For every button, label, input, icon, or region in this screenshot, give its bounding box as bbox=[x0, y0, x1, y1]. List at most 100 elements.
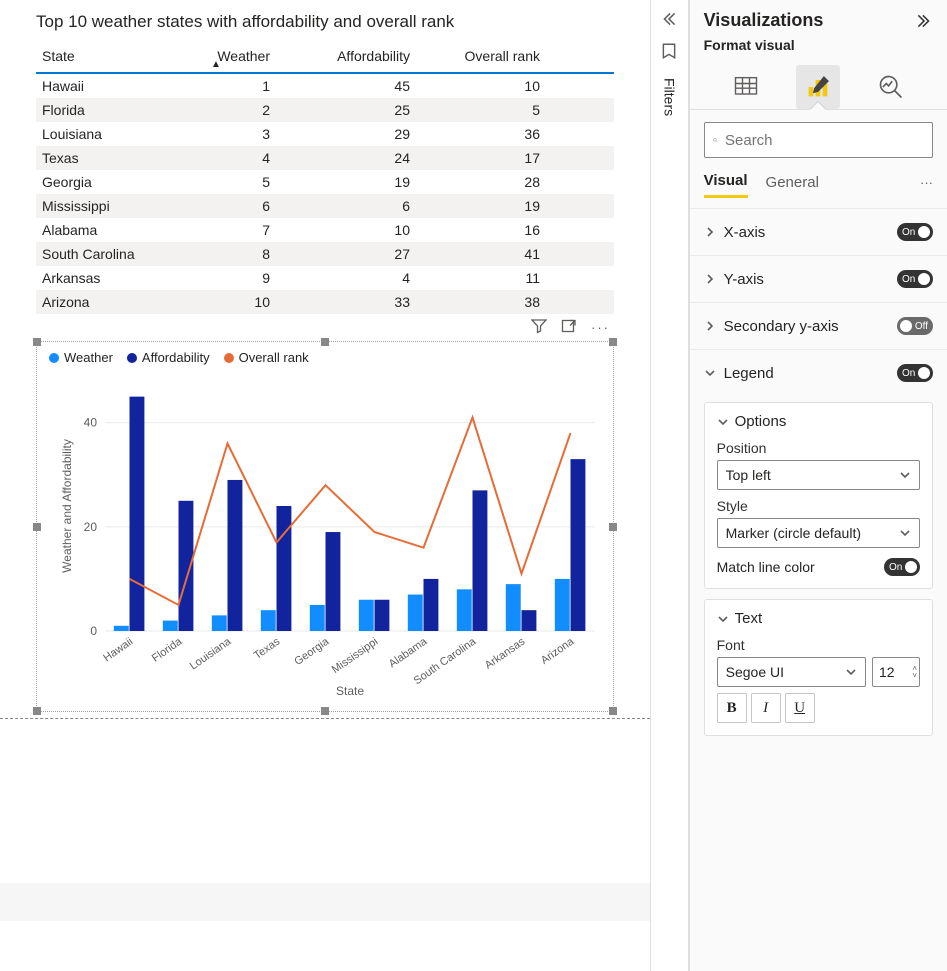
legend-swatch bbox=[224, 353, 234, 363]
svg-text:0: 0 bbox=[90, 624, 97, 638]
filters-pane-collapsed[interactable]: Filters bbox=[650, 0, 689, 971]
legend-options-header[interactable]: Options bbox=[717, 413, 920, 430]
style-label: Style bbox=[717, 498, 920, 514]
legend-item[interactable]: Weather bbox=[49, 350, 113, 365]
table-row[interactable]: Arkansas9411 bbox=[36, 266, 614, 290]
svg-text:Florida: Florida bbox=[150, 635, 185, 665]
toggle-legend[interactable]: On bbox=[897, 364, 933, 382]
expand-right-icon[interactable] bbox=[915, 12, 933, 30]
visualizations-pane: Visualizations Format visual Visual Gene… bbox=[689, 0, 947, 971]
legend-item[interactable]: Affordability bbox=[127, 350, 210, 365]
italic-button[interactable]: I bbox=[751, 693, 781, 723]
svg-text:20: 20 bbox=[84, 520, 98, 534]
search-input[interactable] bbox=[725, 132, 924, 149]
svg-text:Georgia: Georgia bbox=[292, 635, 332, 668]
tab-general[interactable]: General bbox=[766, 174, 819, 197]
table-row[interactable]: Georgia51928 bbox=[36, 170, 614, 194]
section-secondary-y-axis[interactable]: Secondary y-axis Off bbox=[690, 302, 947, 349]
table-row[interactable]: Alabama71016 bbox=[36, 218, 614, 242]
resize-handle[interactable] bbox=[609, 523, 617, 531]
section-legend[interactable]: Legend On bbox=[690, 349, 947, 396]
format-mode-tabs bbox=[690, 61, 947, 110]
search-icon bbox=[713, 132, 717, 148]
vis-pane-subtitle: Format visual bbox=[690, 35, 947, 61]
font-label: Font bbox=[717, 637, 920, 653]
legend-swatch bbox=[49, 353, 59, 363]
chevron-down-icon bbox=[899, 469, 911, 481]
focus-mode-icon[interactable] bbox=[561, 318, 577, 337]
resize-handle[interactable] bbox=[33, 338, 41, 346]
table-row[interactable]: Arizona103338 bbox=[36, 290, 614, 314]
canvas-separator bbox=[0, 718, 650, 719]
table-row[interactable]: Texas42417 bbox=[36, 146, 614, 170]
tab-more-icon[interactable]: ··· bbox=[920, 175, 933, 196]
table-header-row: State Weather ▲ Affordability Overall ra… bbox=[36, 40, 614, 74]
table-row[interactable]: Louisiana32936 bbox=[36, 122, 614, 146]
svg-text:State: State bbox=[336, 684, 364, 698]
col-header-weather[interactable]: Weather ▲ bbox=[166, 44, 276, 68]
chevron-down-icon bbox=[717, 613, 729, 625]
match-line-label: Match line color bbox=[717, 559, 815, 575]
legend-options-panel: Options Position Top left Style Marker (… bbox=[704, 402, 933, 589]
toggle-secondary-y-axis[interactable]: Off bbox=[897, 317, 933, 335]
col-header-state[interactable]: State bbox=[36, 44, 166, 68]
table-row[interactable]: Mississippi6619 bbox=[36, 194, 614, 218]
section-y-axis[interactable]: Y-axis On bbox=[690, 255, 947, 302]
resize-handle[interactable] bbox=[609, 338, 617, 346]
resize-handle[interactable] bbox=[321, 338, 329, 346]
chevron-down-icon bbox=[899, 527, 911, 539]
col-header-affordability[interactable]: Affordability bbox=[276, 44, 416, 68]
resize-handle[interactable] bbox=[33, 523, 41, 531]
chart-visual[interactable]: Weather Affordability Overall rank 0 20 40 We… bbox=[36, 341, 614, 712]
chevron-right-icon bbox=[704, 320, 716, 332]
chart-legend: Weather Affordability Overall rank bbox=[45, 348, 605, 371]
section-x-axis[interactable]: X-axis On bbox=[690, 208, 947, 255]
search-box[interactable] bbox=[704, 122, 933, 158]
table-row[interactable]: South Carolina82741 bbox=[36, 242, 614, 266]
tab-visual[interactable]: Visual bbox=[704, 172, 748, 198]
svg-text:Weather and Affordability: Weather and Affordability bbox=[60, 439, 74, 573]
legend-text-panel: Text Font Segoe UI 12 ˄˅ B I U bbox=[704, 599, 933, 736]
analytics-tab[interactable] bbox=[869, 65, 913, 109]
table-row[interactable]: Florida2255 bbox=[36, 98, 614, 122]
resize-handle[interactable] bbox=[609, 707, 617, 715]
filters-label: Filters bbox=[661, 78, 677, 116]
report-canvas: Top 10 weather states with affordability… bbox=[0, 0, 650, 971]
bold-button[interactable]: B bbox=[717, 693, 747, 723]
table-body: Hawaii14510Florida2255Louisiana32936Texa… bbox=[36, 74, 614, 314]
visual-action-bar: ··· bbox=[0, 314, 650, 341]
more-options-icon[interactable]: ··· bbox=[591, 320, 610, 335]
toggle-y-axis[interactable]: On bbox=[897, 270, 933, 288]
bookmark-icon[interactable] bbox=[660, 42, 678, 60]
legend-item[interactable]: Overall rank bbox=[224, 350, 309, 365]
underline-button[interactable]: U bbox=[785, 693, 815, 723]
collapse-left-icon[interactable] bbox=[660, 10, 678, 28]
visual-title: Top 10 weather states with affordability… bbox=[36, 12, 614, 32]
legend-text-header[interactable]: Text bbox=[717, 610, 920, 627]
font-size-spinner[interactable]: 12 ˄˅ bbox=[872, 657, 920, 687]
svg-text:Texas: Texas bbox=[252, 635, 283, 662]
table-row[interactable]: Hawaii14510 bbox=[36, 74, 614, 98]
position-dropdown[interactable]: Top left bbox=[717, 460, 920, 490]
svg-text:Arkansas: Arkansas bbox=[483, 635, 528, 671]
toggle-match-line-color[interactable]: On bbox=[884, 558, 920, 576]
filter-icon[interactable] bbox=[531, 318, 547, 337]
resize-handle[interactable] bbox=[321, 707, 329, 715]
chevron-down-icon bbox=[845, 666, 857, 678]
svg-text:40: 40 bbox=[84, 416, 98, 430]
spin-down-icon[interactable]: ˅ bbox=[912, 672, 917, 679]
legend-swatch bbox=[127, 353, 137, 363]
position-label: Position bbox=[717, 440, 920, 456]
resize-handle[interactable] bbox=[33, 707, 41, 715]
chevron-down-icon bbox=[717, 416, 729, 428]
page-nav-area bbox=[0, 883, 650, 921]
svg-text:Alabama: Alabama bbox=[387, 635, 430, 670]
col-header-overall[interactable]: Overall rank bbox=[416, 44, 546, 68]
style-dropdown[interactable]: Marker (circle default) bbox=[717, 518, 920, 548]
font-family-dropdown[interactable]: Segoe UI bbox=[717, 657, 866, 687]
build-visual-tab[interactable] bbox=[724, 65, 768, 109]
svg-text:Louisiana: Louisiana bbox=[188, 635, 234, 672]
chart-plot: 02040Weather and AffordabilityHawaiiFlor… bbox=[45, 371, 605, 701]
chevron-right-icon bbox=[704, 273, 716, 285]
toggle-x-axis[interactable]: On bbox=[897, 223, 933, 241]
